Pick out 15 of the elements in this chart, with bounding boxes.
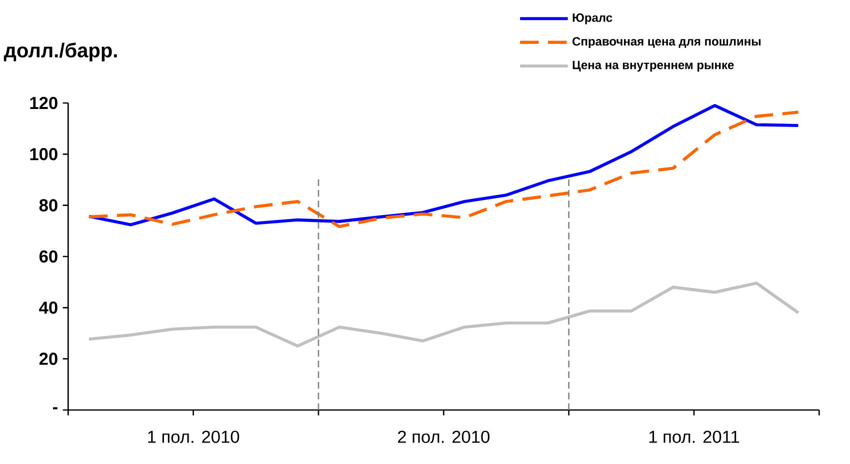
legend-label: Справочная цена для пошлины: [572, 37, 761, 48]
y-tick-label: 60: [39, 250, 58, 263]
y-tick-label: 120: [30, 96, 58, 110]
y-tick-label: 40: [39, 302, 58, 314]
text: 1 пол. 2011: [649, 430, 739, 443]
text: 1 пол. 2010: [148, 430, 240, 443]
line-series: [87, 282, 800, 348]
legend-label: Цена на внутреннем рынке: [572, 60, 734, 72]
y-tick-label: 20: [39, 352, 58, 365]
y-tick-label: 80: [39, 199, 58, 212]
legend-label: Юралс: [572, 13, 612, 24]
text: 2 пол. 2010: [398, 430, 490, 443]
y-tick-label: -: [53, 407, 58, 410]
y-axis-title: долл./барр.: [4, 42, 117, 62]
y-tick-label: 100: [30, 148, 58, 160]
